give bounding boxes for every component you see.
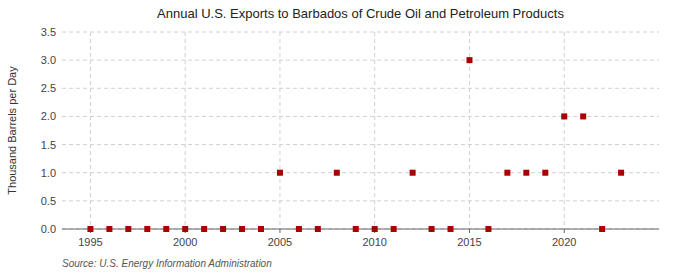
source-note: Source: U.S. Energy Information Administ…	[62, 258, 272, 269]
point	[258, 226, 264, 232]
point	[239, 226, 245, 232]
x-tick-label: 2010	[362, 236, 386, 248]
y-grid-line	[62, 144, 659, 145]
point	[182, 226, 188, 232]
chart-container: Annual U.S. Exports to Barbados of Crude…	[0, 0, 675, 275]
points	[87, 57, 624, 232]
chart-svg: Annual U.S. Exports to Barbados of Crude…	[0, 0, 675, 275]
x-tick-label: 2015	[457, 236, 481, 248]
y-grid-line	[62, 32, 659, 33]
y-grid-line	[62, 229, 659, 230]
x-tick	[279, 229, 280, 233]
point	[125, 226, 131, 232]
x-grid-line	[185, 32, 186, 229]
point	[220, 226, 226, 232]
point	[504, 170, 510, 176]
x-tick-label: 1995	[78, 236, 102, 248]
y-tick-label: 2.0	[41, 110, 56, 122]
x-grid-line	[90, 32, 91, 229]
y-grid-line	[62, 116, 659, 117]
y-tick-label: 0.5	[41, 195, 56, 207]
y-tick-label: 1.5	[41, 139, 56, 151]
point	[201, 226, 207, 232]
y-tick-label: 2.5	[41, 82, 56, 94]
x-tick-label: 2005	[268, 236, 292, 248]
y-tick-label: 1.0	[41, 167, 56, 179]
point	[542, 170, 548, 176]
point	[523, 170, 529, 176]
y-grid-line	[62, 60, 659, 61]
point	[163, 226, 169, 232]
point	[410, 170, 416, 176]
x-tick-label: 2020	[552, 236, 576, 248]
y-tick-label: 0.0	[41, 223, 56, 235]
point	[315, 226, 321, 232]
x-tick	[469, 229, 470, 233]
point	[87, 226, 93, 232]
point	[448, 226, 454, 232]
point	[391, 226, 397, 232]
axes: 0.0 0.5 1.0 1.5 2.0 2.5 3.0 3.5 1995 2000 2005 2010…	[41, 26, 659, 248]
point	[561, 113, 567, 119]
y-grid-line	[62, 200, 659, 201]
y-tick-label: 3.0	[41, 54, 56, 66]
point	[144, 226, 150, 232]
x-tick	[564, 229, 565, 233]
point	[618, 170, 624, 176]
x-axis-line	[62, 229, 659, 230]
point	[372, 226, 378, 232]
x-tick-label: 2000	[173, 236, 197, 248]
x-grid-line	[564, 32, 565, 229]
y-tick-label: 3.5	[41, 26, 56, 38]
point	[106, 226, 112, 232]
title: Annual U.S. Exports to Barbados of Crude…	[157, 6, 564, 21]
x-grid-line	[374, 32, 375, 229]
y-grid-line	[62, 172, 659, 173]
point	[599, 226, 605, 232]
point	[466, 57, 472, 63]
point	[277, 170, 283, 176]
point	[296, 226, 302, 232]
point	[429, 226, 435, 232]
x-grid-line	[279, 32, 280, 229]
point	[580, 113, 586, 119]
point	[485, 226, 491, 232]
y-grid-line	[62, 88, 659, 89]
grid	[62, 32, 659, 229]
y-axis-label: Thousand Barrels per Day	[6, 66, 18, 195]
point	[334, 170, 340, 176]
point	[353, 226, 359, 232]
